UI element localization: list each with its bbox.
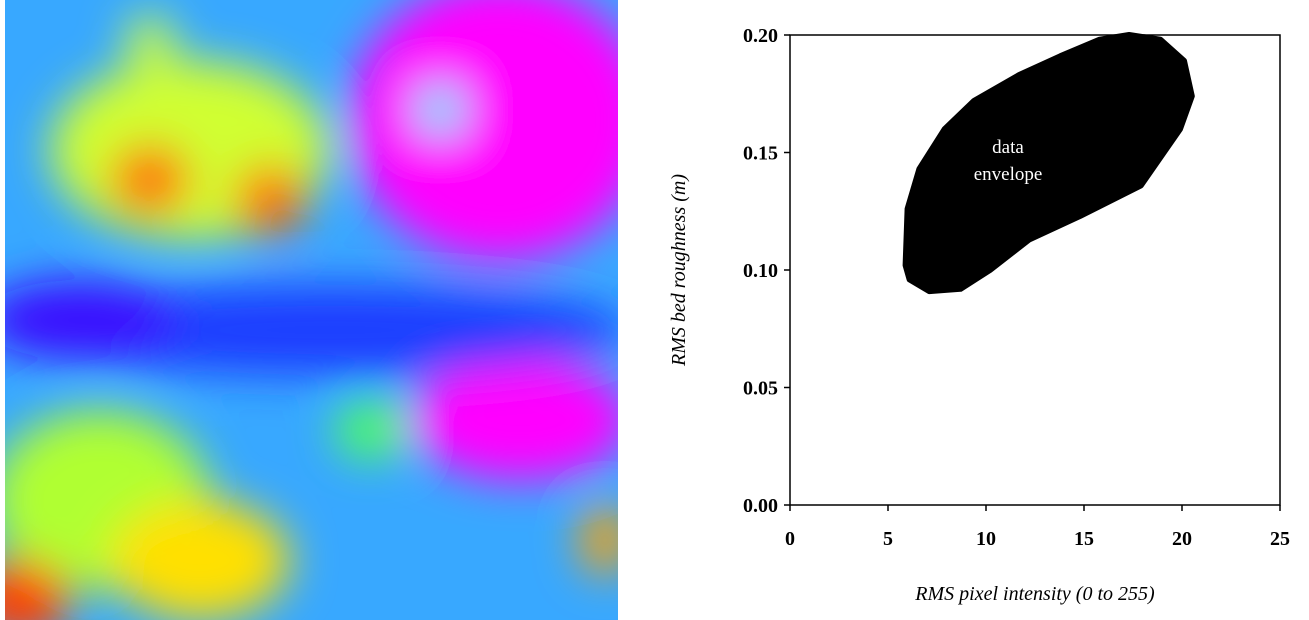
y-tick-label: 0.00 xyxy=(743,495,778,517)
x-tick-label: 25 xyxy=(1270,528,1290,550)
roughness-image xyxy=(5,0,618,620)
y-tick-label: 0.15 xyxy=(743,143,778,165)
x-tick-label: 20 xyxy=(1172,528,1192,550)
y-tick-label: 0.20 xyxy=(743,25,778,47)
annotation: envelope xyxy=(974,164,1043,185)
y-axis-label: RMS bed roughness (m) xyxy=(668,174,690,367)
x-tick-label: 0 xyxy=(785,528,795,550)
x-tick-label: 10 xyxy=(976,528,996,550)
annotation: data xyxy=(992,137,1024,158)
y-tick-label: 0.05 xyxy=(743,378,778,400)
x-axis-label: RMS pixel intensity (0 to 255) xyxy=(914,583,1155,605)
data-envelope xyxy=(902,32,1195,295)
x-tick-label: 15 xyxy=(1074,528,1094,550)
x-tick-label: 5 xyxy=(883,528,893,550)
y-tick-label: 0.10 xyxy=(743,260,778,282)
